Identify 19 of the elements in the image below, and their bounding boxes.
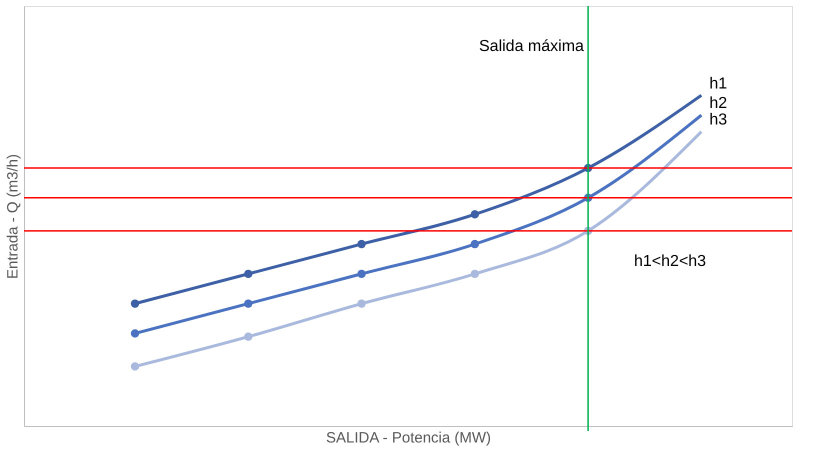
point	[130, 299, 140, 308]
point	[244, 270, 252, 278]
series-label: h1	[709, 75, 728, 92]
point	[470, 210, 480, 219]
point	[130, 362, 140, 371]
point	[244, 299, 252, 308]
series-label: h2	[709, 95, 728, 112]
point	[470, 270, 480, 278]
series-label: h3	[709, 112, 728, 129]
text: Salida máxima	[479, 38, 584, 55]
point	[357, 240, 366, 248]
point	[244, 332, 252, 341]
y-axis-title: Entrada - Q (m3/h)	[4, 154, 22, 280]
point	[130, 329, 140, 338]
x-axis-title: SALIDA - Potencia (MW)	[326, 430, 492, 446]
point	[470, 240, 480, 248]
point	[357, 299, 366, 308]
point	[357, 270, 366, 278]
annotation: h1<h2<h3	[634, 253, 706, 270]
